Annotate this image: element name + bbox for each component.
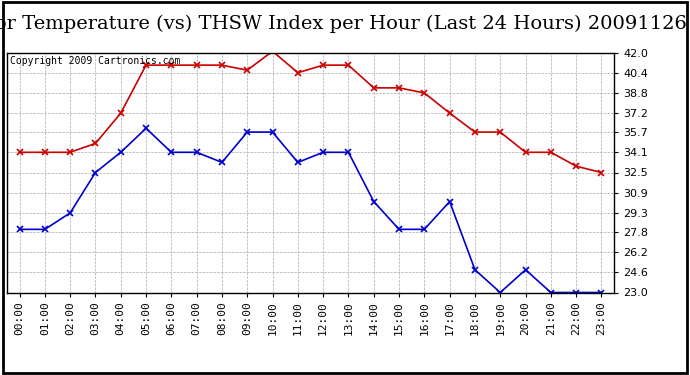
Text: Copyright 2009 Cartronics.com: Copyright 2009 Cartronics.com [10,56,180,66]
Text: Outdoor Temperature (vs) THSW Index per Hour (Last 24 Hours) 20091126: Outdoor Temperature (vs) THSW Index per … [0,15,687,33]
